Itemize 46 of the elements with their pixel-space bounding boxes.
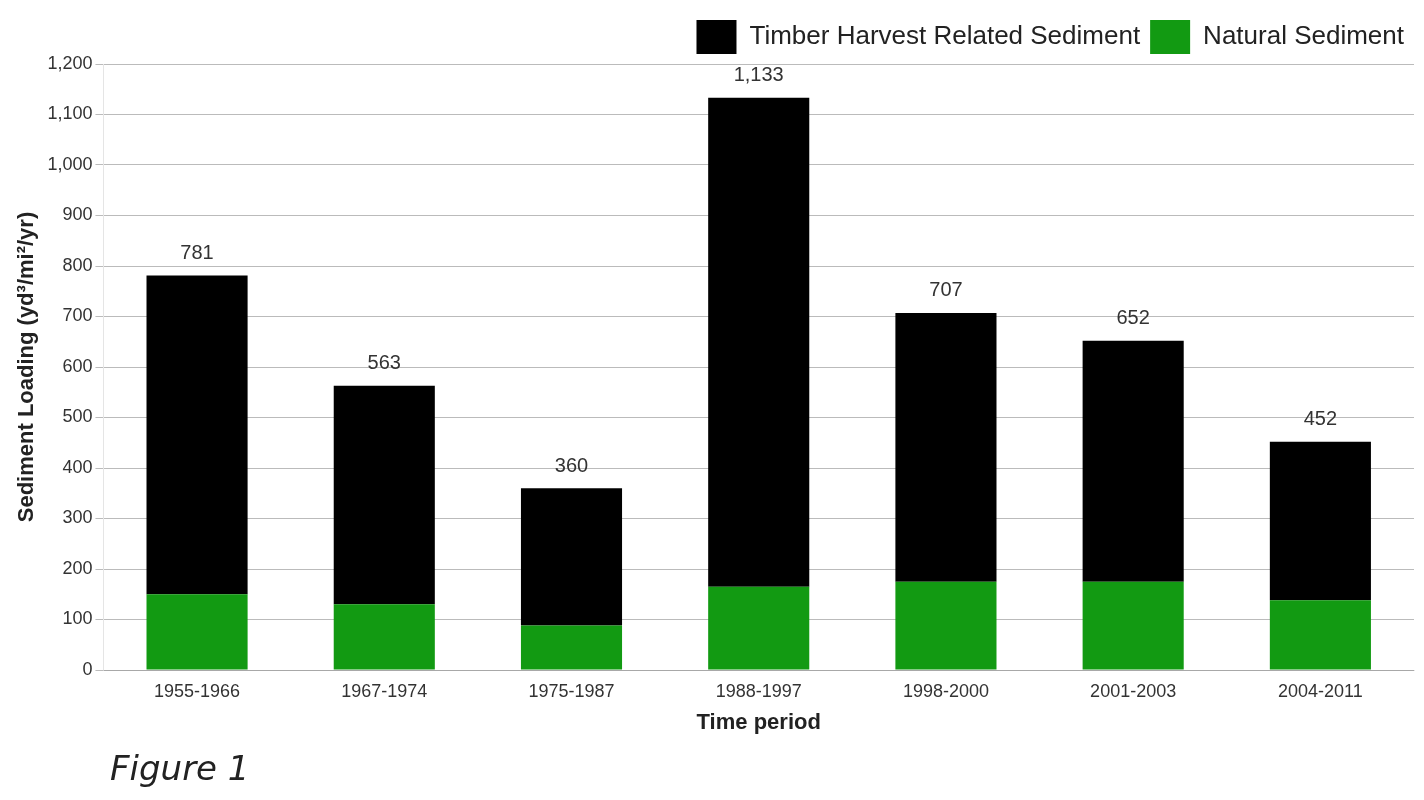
caption: Figure 1 xyxy=(110,748,250,788)
x-tick-label: 1975-1987 xyxy=(528,680,615,701)
x-tick-label: 2001-2003 xyxy=(1090,680,1177,701)
legend-label: Natural Sediment xyxy=(1203,20,1405,51)
bar xyxy=(895,312,997,582)
x-tick-label: 1955-1966 xyxy=(154,680,241,701)
bar xyxy=(1082,581,1184,670)
y-tick-label: 300 xyxy=(62,507,93,528)
y-tick-label: 700 xyxy=(62,305,93,326)
x-axis-title: Time period xyxy=(696,708,821,734)
x-tick-label: 2004-2011 xyxy=(1278,680,1363,701)
total-label: 360 xyxy=(554,453,589,476)
total-label: 563 xyxy=(367,351,401,374)
bar xyxy=(333,604,435,670)
y-axis-title: Sediment Loading (yd³/mi²/yr) xyxy=(13,211,39,523)
bar xyxy=(146,275,248,595)
legend-label: Timber Harvest Related Sediment xyxy=(749,20,1141,51)
bar xyxy=(895,581,997,670)
bar xyxy=(520,488,623,626)
bar xyxy=(333,385,435,605)
total-label: 707 xyxy=(929,278,963,301)
y-tick-label: 200 xyxy=(62,557,93,578)
y-tick-label: 500 xyxy=(62,406,93,427)
y-tick-label: 1,000 xyxy=(47,153,93,174)
total-label: 452 xyxy=(1303,407,1338,430)
y-tick-label: 600 xyxy=(62,355,93,376)
y-tick-label: 0 xyxy=(82,658,93,679)
total-label: 781 xyxy=(180,241,214,264)
y-tick-label: 800 xyxy=(62,254,93,275)
y-tick-label: 1,100 xyxy=(47,103,93,124)
y-tick-label: 1,200 xyxy=(47,52,93,73)
bar xyxy=(1082,340,1184,582)
x-tick-label: 1988-1997 xyxy=(715,680,802,701)
total-label: 652 xyxy=(1116,306,1150,329)
bar xyxy=(1269,600,1371,670)
bar xyxy=(146,594,248,670)
bar xyxy=(1269,441,1371,601)
total-label: 1,133 xyxy=(733,63,784,86)
bar xyxy=(708,586,810,670)
y-tick-label: 400 xyxy=(62,456,93,477)
x-tick-label: 1998-2000 xyxy=(902,680,989,701)
x-tick-label: 1967-1974 xyxy=(341,680,428,701)
y-tick-label: 900 xyxy=(62,204,93,225)
y-tick-label: 100 xyxy=(62,608,93,629)
bar xyxy=(520,625,623,670)
bar xyxy=(708,97,810,587)
